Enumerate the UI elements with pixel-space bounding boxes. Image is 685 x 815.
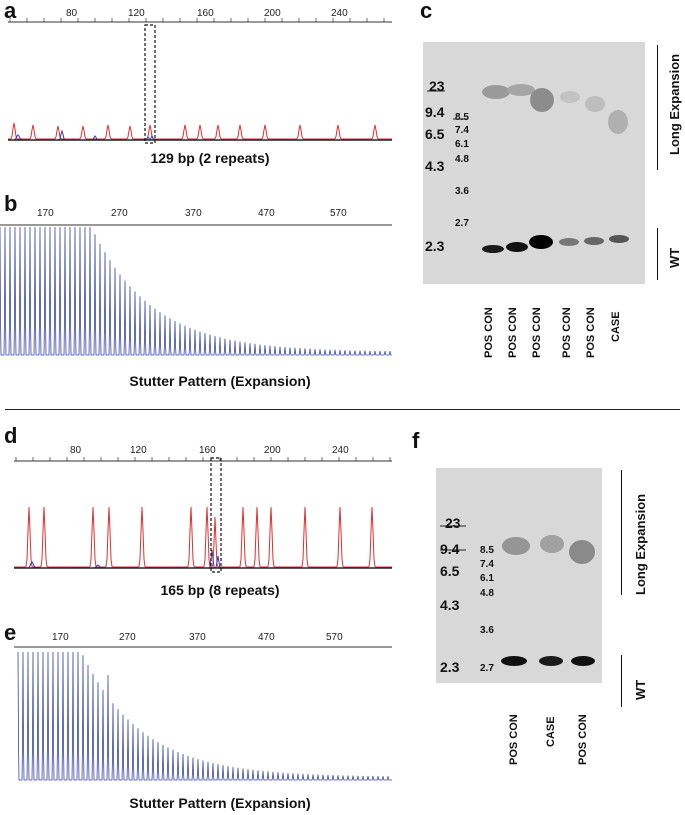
panel-b-stutter-trace: 170 270 370 470 570 <box>0 208 392 356</box>
panel-d-highlight-box <box>210 457 222 573</box>
panel-c-lane-label: POS CON <box>561 307 573 358</box>
panel-c-label: c <box>420 0 433 23</box>
panel-f-wt-label: WT <box>633 679 648 700</box>
panel-c-ladder-4.3: 4.3 <box>425 158 445 174</box>
panel-b-tick: 470 <box>258 208 275 219</box>
panel-a-tick: 240 <box>331 8 348 19</box>
panel-a-electropherogram: 80 120 160 200 240 <box>8 8 392 144</box>
panel-f-ladder-23: 23 <box>445 515 461 531</box>
panel-d-tick: 240 <box>332 445 349 456</box>
panel-e-tick: 570 <box>326 632 343 643</box>
panel-f-ladder-2.3: 2.3 <box>440 659 460 675</box>
panel-c-ladder-7.4: 7.4 <box>455 125 469 136</box>
panel-f-ladder-9.4: 9.4 <box>440 541 460 557</box>
panel-f-bracket-wt <box>621 655 622 707</box>
panel-a-tick: 200 <box>264 8 281 19</box>
panel-f-ladder-7.4: 7.4 <box>480 559 494 570</box>
panel-c-bracket-long <box>657 45 658 170</box>
panel-a-tick: 80 <box>66 8 78 19</box>
panel-f-ladder-4.8: 4.8 <box>480 588 494 599</box>
panel-c-gel-image <box>423 42 645 284</box>
panel-c-lane-label: POS CON <box>483 307 495 358</box>
panel-c-ladder-9.4: 9.4 <box>425 104 445 120</box>
panel-f-long-expansion-label: Long Expansion <box>633 493 648 595</box>
panel-c-lane-label: CASE <box>610 311 622 342</box>
panel-c-long-expansion-label: Long Expansion <box>667 53 682 155</box>
panel-f-lane-label: POS CON <box>577 714 589 765</box>
panel-f-lane-label: POS CON <box>508 714 520 765</box>
panel-f-lane-label: CASE <box>545 716 557 747</box>
panel-f-bracket-long <box>621 470 622 595</box>
panel-f-ladder-2.7: 2.7 <box>480 663 494 674</box>
panel-d-sample-trace <box>14 549 392 569</box>
panel-c-ladder-23: 23 <box>429 78 445 94</box>
panel-c-bracket-wt <box>657 228 658 280</box>
panel-c-ladder-2.3: 2.3 <box>425 238 445 254</box>
panel-e-tick: 270 <box>119 632 136 643</box>
section-divider <box>5 409 680 410</box>
panel-b-tick: 170 <box>37 208 54 219</box>
panel-f-ladder-6.5: 6.5 <box>440 563 460 579</box>
panel-c-ladder-6.1: 6.1 <box>455 139 469 150</box>
panel-a-label: a <box>4 0 17 23</box>
panel-d-caption: 165 bp (8 repeats) <box>160 582 280 598</box>
panel-f-ladder-8.5: 8.5 <box>480 545 494 556</box>
panel-a-tick: 160 <box>197 8 214 19</box>
panel-b-caption: Stutter Pattern (Expansion) <box>129 373 311 389</box>
panel-e-tick: 170 <box>52 632 69 643</box>
panel-c-wt-label: WT <box>667 247 682 268</box>
panel-b-label: b <box>4 191 18 216</box>
panel-a-highlight-box <box>144 24 156 144</box>
panel-b-tick: 370 <box>185 208 202 219</box>
panel-c-ladder-8.5: 8.5 <box>455 112 469 123</box>
panel-c-lane-label: POS CON <box>507 307 519 358</box>
panel-d-electropherogram: 80 120 160 200 240 <box>14 445 392 573</box>
panel-f-ladder-4.3: 4.3 <box>440 597 460 613</box>
panel-c-ladder-2.7: 2.7 <box>455 218 469 229</box>
panel-f-ladder-6.1: 6.1 <box>480 573 494 584</box>
panel-d-size-standard-trace <box>14 506 392 568</box>
panel-e-tick: 470 <box>258 632 275 643</box>
panel-d-tick: 80 <box>70 445 82 456</box>
panel-d-tick: 120 <box>130 445 147 456</box>
panel-d-tick: 200 <box>264 445 281 456</box>
panel-a-tick: 120 <box>128 8 145 19</box>
panel-a-caption: 129 bp (2 repeats) <box>150 150 270 166</box>
panel-c-lane-label: POS CON <box>585 307 597 358</box>
panel-e-stutter-trace: 170 270 370 470 570 <box>14 632 392 781</box>
panel-d-tick: 160 <box>199 445 216 456</box>
panel-c-ladder-3.6: 3.6 <box>455 186 469 197</box>
panel-c-ladder-6.5: 6.5 <box>425 126 445 142</box>
panel-f-gel-image <box>436 468 602 683</box>
panel-d-label: d <box>4 423 18 448</box>
panel-b-tick: 270 <box>111 208 128 219</box>
panel-f-label: f <box>412 428 420 453</box>
panel-f-ladder-3.6: 3.6 <box>480 625 494 636</box>
panel-e-label: e <box>4 620 17 645</box>
panel-c-ladder-4.8: 4.8 <box>455 154 469 165</box>
panel-e-tick: 370 <box>189 632 206 643</box>
panel-a-size-standard-trace <box>8 122 392 140</box>
panel-c-lane-label: POS CON <box>531 307 543 358</box>
panel-b-tick: 570 <box>330 208 347 219</box>
panel-e-caption: Stutter Pattern (Expansion) <box>129 795 311 811</box>
